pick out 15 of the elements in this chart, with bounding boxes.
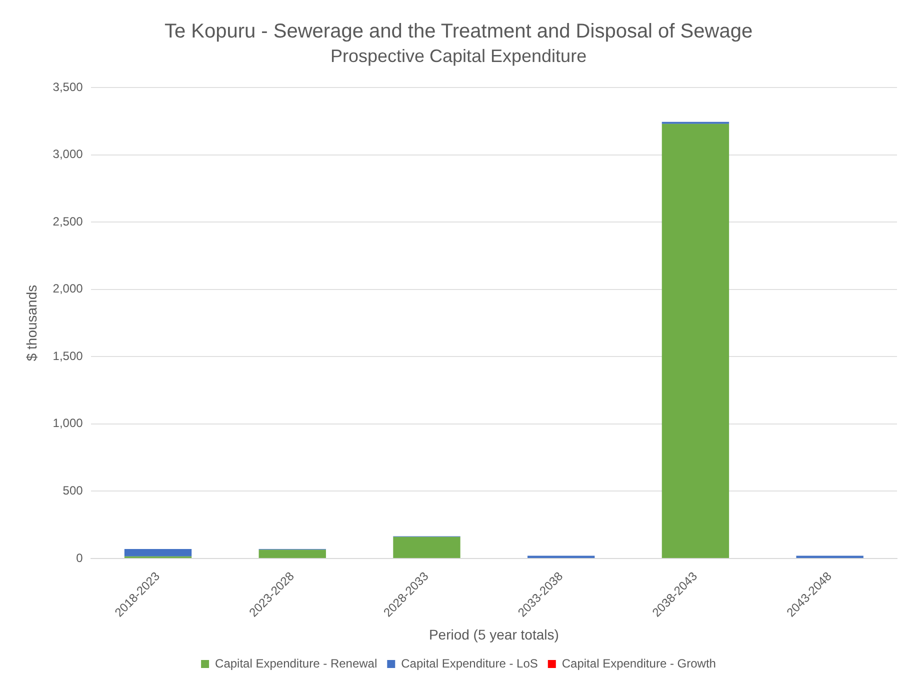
chart-subtitle: Prospective Capital Expenditure xyxy=(330,46,587,66)
y-tick-label: 500 xyxy=(62,483,84,498)
y-axis-title: $ thousands xyxy=(23,284,40,362)
y-tick-label: 2,000 xyxy=(52,282,84,296)
x-axis-title: Period (5 year totals) xyxy=(428,626,559,642)
y-tick-label: 1,000 xyxy=(52,416,84,430)
y-tick-label: 3,500 xyxy=(52,80,84,94)
legend-label: Capital Expenditure - LoS xyxy=(401,656,538,670)
y-tick-label: 0 xyxy=(76,550,84,565)
y-tick-label: 1,500 xyxy=(52,348,84,363)
y-tick-label: 3,000 xyxy=(52,147,84,162)
chart-title: Te Kopuru - Sewerage and the Treatment and Disposal of Sewage xyxy=(164,20,753,43)
legend-label: Capital Expenditure - Renewal xyxy=(215,656,378,670)
legend-label: Capital Expenditure - Growth xyxy=(562,656,716,670)
y-tick-label: 2,500 xyxy=(52,214,84,228)
